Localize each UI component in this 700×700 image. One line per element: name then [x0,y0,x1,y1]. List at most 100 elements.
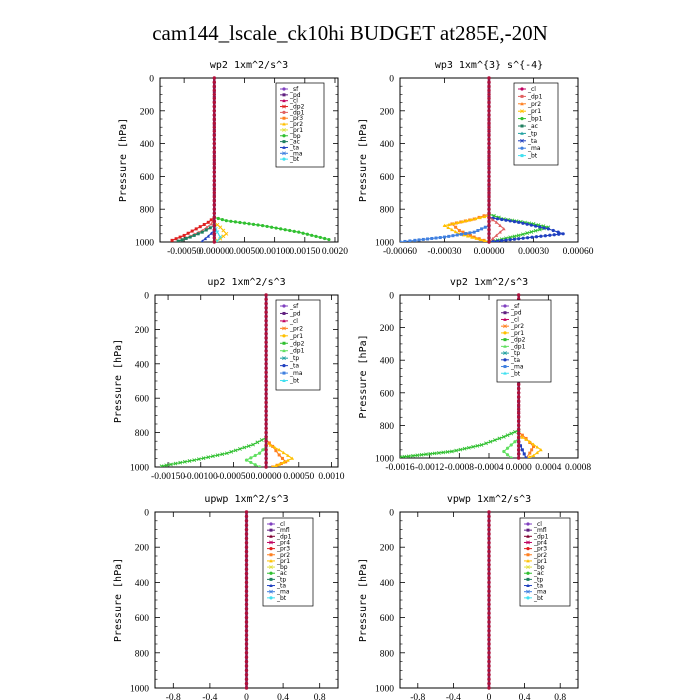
legend-label: _dp1 [276,533,292,540]
data-point [246,444,251,448]
zero-profile-marker [487,668,491,673]
chart-panel-1: wp2 1xm^2/s^3 Pressure [hPa] 0 200 400 600 800… [118,60,348,257]
legend-marker [526,522,530,526]
zero-profile-marker [212,187,217,191]
data-point [493,438,497,442]
x-tick-label: 0.0008 [565,463,591,473]
data-point [552,233,556,237]
data-point [159,464,164,467]
zero-profile-marker [212,236,217,240]
zero-profile-marker [212,207,217,211]
data-point [538,225,542,229]
zero-profile-marker [487,563,491,567]
data-point [233,448,238,453]
y-tick-label: 200 [135,326,150,336]
data-point [447,222,451,227]
legend-label: _bt [510,370,521,377]
legend-marker [282,378,286,382]
zero-profile-marker [487,199,491,203]
data-point [277,462,281,466]
legend-label: _bt [533,595,544,602]
legend-label: _ma [289,370,303,377]
zero-profile-marker [487,624,491,629]
data-point [176,239,180,242]
legend-label: _bt [276,595,287,602]
data-point [221,234,226,239]
zero-profile-marker [244,624,249,629]
data-point [476,229,480,233]
data-point [461,230,465,234]
chart-panel-2: wp3 1xm^{3} s^{-4} Pressure [hPa] 0 200 400 6… [358,60,594,257]
y-tick-label: 600 [380,389,395,399]
data-point [441,450,446,455]
zero-profile-marker [487,677,491,681]
zero-profile-marker [487,113,491,117]
zero-profile-marker [487,158,491,162]
zero-profile-marker [487,187,491,191]
data-point [261,448,265,452]
zero-profile-marker [516,444,521,448]
legend-marker [526,528,530,532]
y-tick-label: 800 [380,206,395,216]
data-point [520,433,524,437]
legend-marker [282,326,286,331]
legend-marker [503,351,507,356]
data-point [279,227,283,231]
data-point [323,236,327,241]
data-point [509,443,513,447]
data-point [502,227,506,231]
y-axis-label: Pressure [hPa] [113,558,124,642]
data-point [257,465,262,467]
zero-profile-marker [487,686,491,690]
zero-profile-marker [487,541,491,545]
y-tick-label: 800 [380,422,395,432]
zero-profile-marker [244,681,249,686]
zero-profile-marker [244,602,249,607]
data-point [283,228,287,232]
x-tick-label: 0 [244,693,249,700]
legend: _cl_mfl_dp1_pr4_pr3_pr2_pr1_bp_ac_tp_ta_… [519,517,571,607]
legend-marker [503,324,507,329]
data-point [204,228,208,232]
zero-profile-marker [264,461,268,465]
zero-profile-marker [264,336,268,340]
y-tick-label: 1000 [130,464,149,474]
data-point [253,453,257,458]
zero-profile-marker [264,314,268,319]
zero-profile-marker [516,435,521,440]
legend-label: _pr3 [289,115,303,122]
data-point [451,234,455,238]
zero-profile-marker [264,323,268,327]
data-point [468,231,472,235]
data-point [458,447,463,452]
data-point [534,224,538,228]
zero-profile-marker [264,301,268,306]
data-point [495,239,500,242]
zero-profile-marker [212,105,217,109]
zero-profile-marker [264,375,268,379]
zero-profile-marker [487,207,491,211]
x-tick-label: 0.00000 [474,247,505,257]
zero-profile-marker [244,659,249,664]
zero-profile-marker [244,629,249,633]
zero-profile-marker [487,637,491,642]
x-tick-label: -0.0016 [385,463,415,473]
zero-profile-marker [487,105,491,109]
legend-label: _bt [289,156,300,163]
zero-profile-marker [264,456,268,461]
zero-profile-marker [487,141,491,146]
zero-profile-marker [244,642,249,646]
legend-marker [520,124,524,128]
legend-marker [526,565,530,569]
data-point [466,445,471,450]
data-point [180,238,184,242]
data-point [215,239,220,242]
data-point [255,440,260,445]
legend-label: _ac [289,139,300,146]
zero-profile-marker [244,571,249,576]
zero-profile-marker [244,651,249,655]
data-point [182,233,186,237]
data-point [432,451,437,456]
zero-profile-marker [487,549,491,554]
y-tick-label: 200 [380,544,395,554]
